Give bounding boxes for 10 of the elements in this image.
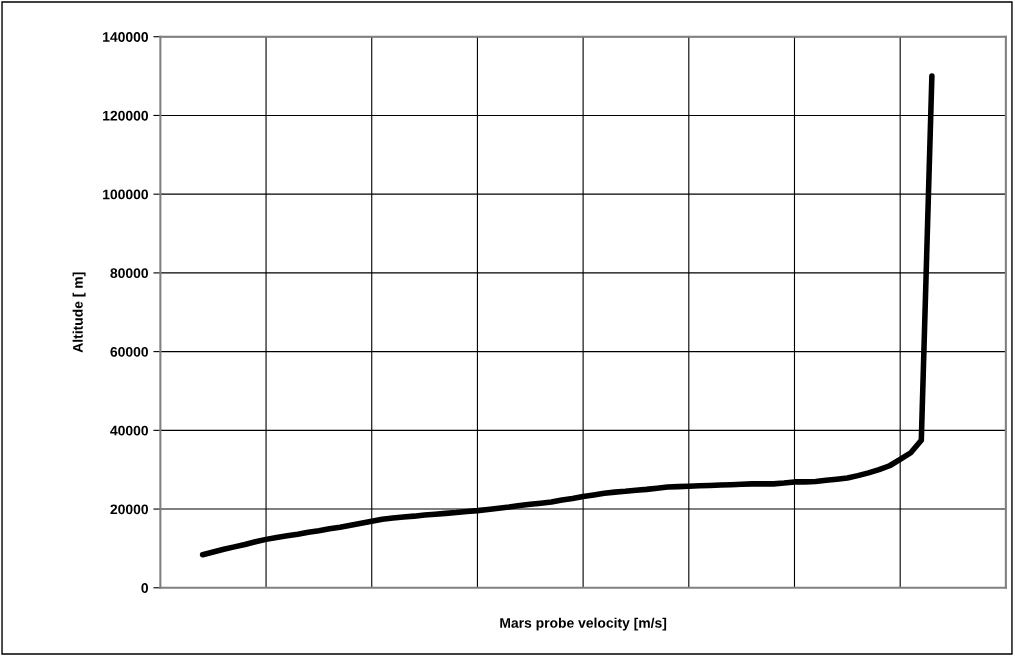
y-tick-label: 0 — [141, 583, 148, 593]
y-tick-label: 40000 — [110, 425, 148, 436]
y-tick-label: 120000 — [103, 110, 148, 121]
y-tick-label: 80000 — [110, 268, 148, 279]
y-tick-label: 100000 — [103, 189, 148, 200]
x-axis-title: Mars probe velocity [m/s] — [500, 617, 667, 631]
y-tick-label: 140000 — [103, 32, 148, 42]
y-tick-label: 60000 — [110, 346, 148, 357]
y-tick-label: 20000 — [110, 504, 148, 515]
y-axis-title: Altitude [ m] — [72, 272, 86, 353]
